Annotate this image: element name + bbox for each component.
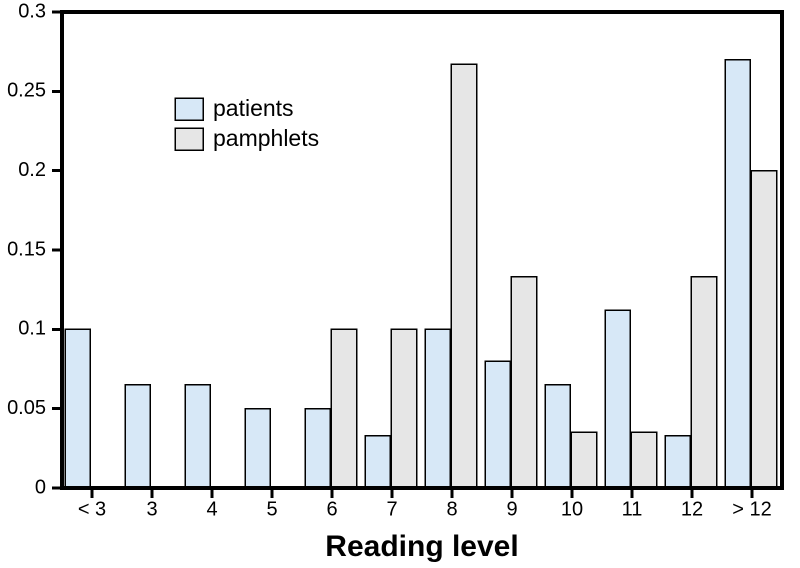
legend-swatch-pamphlets bbox=[175, 128, 203, 150]
y-tick-label: 0.1 bbox=[18, 318, 46, 340]
x-tick-label: < 3 bbox=[78, 499, 106, 521]
legend-label-pamphlets: pamphlets bbox=[213, 125, 319, 151]
bar-pamphlets bbox=[331, 329, 356, 488]
x-tick-label: > 12 bbox=[732, 499, 771, 521]
chart-svg: 0 0.05 0.1 0.15 0.2 0.25 0.3 < 3 3 4 5 6 7 8 9 10 11 12 > … bbox=[0, 0, 800, 568]
reading-level-histogram: 0 0.05 0.1 0.15 0.2 0.25 0.3 < 3 3 4 5 6 7 8 9 10 11 12 > … bbox=[0, 0, 800, 568]
y-tick-label: 0 bbox=[35, 476, 46, 498]
bar-pamphlets bbox=[691, 277, 716, 488]
x-tick-label: 9 bbox=[506, 499, 517, 521]
bar-patients bbox=[245, 409, 270, 488]
bar-patients bbox=[65, 329, 90, 488]
bar-pamphlets bbox=[511, 277, 536, 488]
bar-patients bbox=[185, 385, 210, 488]
y-tick-label: 0.2 bbox=[18, 159, 46, 181]
bar-pamphlets bbox=[631, 432, 656, 488]
x-tick-label: 8 bbox=[446, 499, 457, 521]
bar-patients bbox=[305, 409, 330, 488]
x-tick-label: 4 bbox=[206, 499, 217, 521]
x-tick-label: 7 bbox=[386, 499, 397, 521]
x-tick-label: 11 bbox=[622, 499, 643, 521]
x-tick-label: 10 bbox=[561, 499, 583, 521]
bar-patients bbox=[665, 436, 690, 488]
bar-pamphlets bbox=[451, 64, 476, 488]
bar-pamphlets bbox=[571, 432, 596, 488]
x-tick-label: 6 bbox=[326, 499, 337, 521]
bar-patients bbox=[485, 361, 510, 488]
x-tick-label: 5 bbox=[266, 499, 277, 521]
x-tick-label: 12 bbox=[681, 499, 703, 521]
legend-swatch-patients bbox=[175, 98, 203, 120]
bar-patients bbox=[365, 436, 390, 488]
bar-patients bbox=[725, 60, 750, 488]
y-tick-label: 0.15 bbox=[7, 238, 46, 260]
legend-label-patients: patients bbox=[213, 95, 294, 121]
bar-patients bbox=[545, 385, 570, 488]
bar-patients bbox=[425, 329, 450, 488]
y-tick-label: 0.3 bbox=[18, 0, 46, 22]
bar-patients bbox=[125, 385, 150, 488]
y-tick-label: 0.25 bbox=[7, 80, 46, 102]
x-tick-label: 3 bbox=[146, 499, 157, 521]
bar-pamphlets bbox=[751, 171, 776, 488]
x-axis-title: Reading level bbox=[325, 530, 518, 563]
bar-pamphlets bbox=[391, 329, 416, 488]
y-tick-label: 0.05 bbox=[7, 397, 46, 419]
bar-patients bbox=[605, 310, 630, 488]
